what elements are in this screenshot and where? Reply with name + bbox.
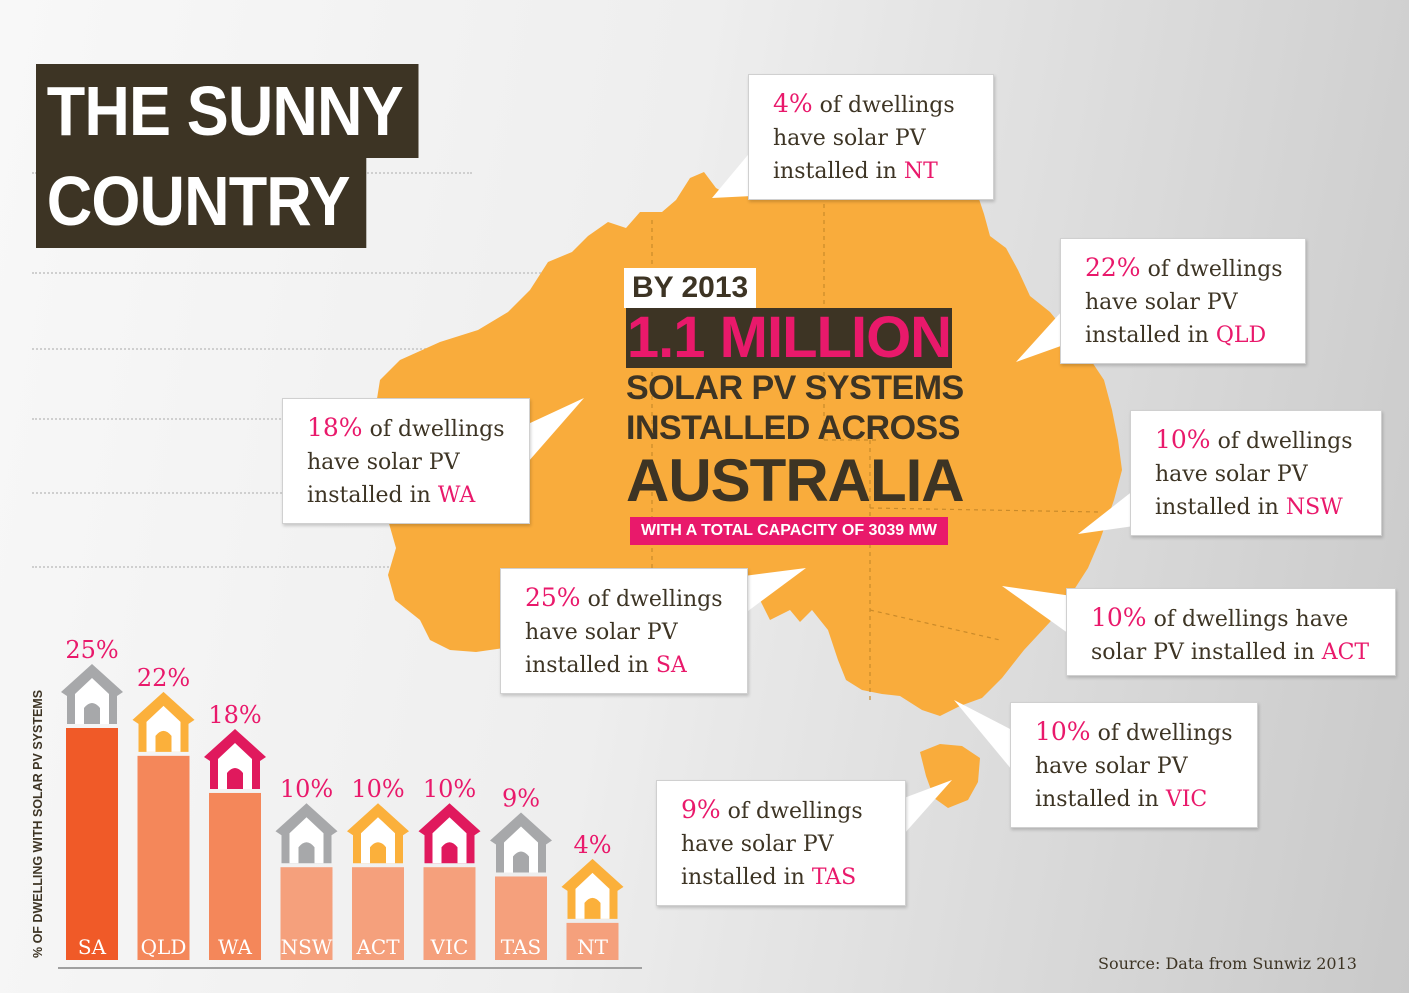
callout-text: installed in <box>681 865 812 890</box>
callout-text: installed in <box>1085 323 1216 348</box>
callout-percent: 10% <box>1155 425 1211 454</box>
house-icon-window <box>75 678 109 724</box>
bar-value-label: 25% <box>65 636 118 664</box>
bar-value-label: 9% <box>502 784 540 812</box>
callout-text: have solar PV <box>1155 462 1308 487</box>
callout-percent: 25% <box>525 583 581 612</box>
callout-text: solar PV installed in <box>1091 640 1322 665</box>
headline-year: BY 2013 <box>624 268 757 308</box>
page-title-line-2: COUNTRY <box>36 154 366 248</box>
callout-text: of dwellings <box>812 93 955 118</box>
callout-text: installed in <box>773 159 904 184</box>
bar-value-label: 10% <box>351 775 404 803</box>
bar-value-label: 10% <box>280 775 333 803</box>
bar-value-label: 10% <box>423 775 476 803</box>
callout-state: NT <box>903 159 938 184</box>
callout-text: have solar PV <box>1085 290 1238 315</box>
dotted-divider <box>32 272 552 274</box>
callout-state: QLD <box>1215 323 1267 348</box>
callout-text: have solar PV <box>307 450 460 475</box>
dotted-divider <box>32 348 462 350</box>
callout-text: of dwellings <box>720 799 863 824</box>
callout-state: ACT <box>1321 640 1370 665</box>
callout-text: have solar PV <box>525 620 678 645</box>
headline-line-1: SOLAR PV SYSTEMS <box>626 369 964 407</box>
bar-nt <box>566 922 619 960</box>
dotted-divider <box>32 492 282 494</box>
callout-percent: 10% <box>1091 603 1147 632</box>
callout-text: have solar PV <box>681 832 834 857</box>
callout-percent: 18% <box>307 413 363 442</box>
callout-percent: 10% <box>1035 717 1091 746</box>
callout-qld: 22% of dwellings have solar PV installed… <box>1060 238 1306 364</box>
house-icon-window <box>361 817 395 864</box>
page-title-line-1: THE SUNNY <box>36 64 419 158</box>
house-icon-window <box>218 742 252 789</box>
bar-category-label: VIC <box>430 935 469 959</box>
callout-text: have solar PV <box>773 126 926 151</box>
bar-vic <box>423 867 476 960</box>
callout-text: of dwellings <box>362 417 505 442</box>
bar-category-label: QLD <box>141 935 187 959</box>
bar-category-label: WA <box>218 935 253 959</box>
bar-category-label: NSW <box>281 935 333 959</box>
callout-text: installed in <box>1155 495 1286 520</box>
callout-state: SA <box>655 653 687 678</box>
callout-text: installed in <box>307 483 438 508</box>
callout-state: NSW <box>1285 495 1343 520</box>
callout-tas: 9% of dwellings have solar PV installed … <box>656 780 906 906</box>
callout-nsw: 10% of dwellings have solar PV installed… <box>1130 410 1382 536</box>
callout-text: of dwellings <box>1140 257 1283 282</box>
australia-mainland-shape <box>376 100 1122 716</box>
bar-value-label: 18% <box>208 701 261 729</box>
callout-state: WA <box>437 483 476 508</box>
house-icon-window <box>432 817 467 864</box>
headline-line-2: INSTALLED ACROSS <box>626 409 960 447</box>
bar-sa <box>66 728 118 960</box>
house-icon-window <box>146 705 181 752</box>
source-note: Source: Data from Sunwiz 2013 <box>1098 954 1357 973</box>
house-icon-window <box>575 872 610 919</box>
bar-value-label: 4% <box>573 831 611 859</box>
bar-act <box>352 867 404 960</box>
dotted-divider <box>32 566 512 568</box>
callout-vic: 10% of dwellings have solar PV installed… <box>1010 702 1258 828</box>
headline-country: AUSTRALIA <box>626 447 965 514</box>
callout-text: of dwellings <box>580 587 723 612</box>
house-icon-window <box>504 826 538 873</box>
callout-percent: 22% <box>1085 253 1141 282</box>
callout-nt: 4% of dwellings have solar PV installed … <box>748 74 994 200</box>
callout-text: of dwellings <box>1210 429 1353 454</box>
bar-wa <box>209 792 261 960</box>
callout-text: installed in <box>1035 787 1166 812</box>
bar-tas <box>495 876 547 960</box>
callout-act: 10% of dwellings have solar PV installed… <box>1066 588 1396 676</box>
callout-text: have solar PV <box>1035 754 1188 779</box>
bar-category-label: SA <box>78 935 107 959</box>
bar-category-label: ACT <box>355 935 400 959</box>
y-axis-label: % OF DWELLING WITH SOLAR PV SYSTEMS <box>31 690 45 958</box>
callout-state: VIC <box>1165 787 1208 812</box>
bar-value-label: 22% <box>137 664 190 692</box>
callout-state: TAS <box>811 865 857 890</box>
callout-sa: 25% of dwellings have solar PV installed… <box>500 568 748 694</box>
callout-text: of dwellings <box>1090 721 1233 746</box>
callout-text: installed in <box>525 653 656 678</box>
callout-percent: 4% <box>773 89 813 118</box>
bar-nsw <box>280 867 333 960</box>
callout-percent: 9% <box>681 795 721 824</box>
callout-text: of dwellings have <box>1146 607 1349 632</box>
bar-category-label: TAS <box>501 935 541 959</box>
headline-amount: 1.1 MILLION <box>626 305 952 370</box>
bar-category-label: NT <box>577 935 609 959</box>
house-icon-window <box>289 817 324 864</box>
dotted-divider <box>32 418 352 420</box>
callout-wa: 18% of dwellings have solar PV installed… <box>282 398 530 524</box>
capacity-badge: WITH A TOTAL CAPACITY OF 3039 MW <box>630 517 948 545</box>
bar-qld <box>137 755 190 960</box>
